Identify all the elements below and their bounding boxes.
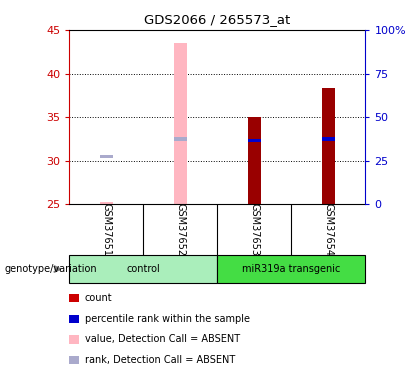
Bar — [69, 255, 218, 283]
Text: percentile rank within the sample: percentile rank within the sample — [85, 314, 250, 324]
Bar — [322, 138, 335, 141]
Bar — [218, 255, 365, 283]
Text: miR319a transgenic: miR319a transgenic — [242, 264, 341, 274]
Text: value, Detection Call = ABSENT: value, Detection Call = ABSENT — [85, 334, 240, 344]
Text: rank, Detection Call = ABSENT: rank, Detection Call = ABSENT — [85, 355, 235, 365]
Bar — [100, 202, 113, 204]
Text: GSM37651: GSM37651 — [101, 203, 111, 256]
Bar — [174, 43, 187, 204]
Text: GSM37652: GSM37652 — [175, 203, 185, 256]
Text: GSM37654: GSM37654 — [323, 203, 333, 256]
Text: control: control — [126, 264, 160, 274]
Bar — [174, 138, 186, 141]
Text: count: count — [85, 293, 113, 303]
Bar — [322, 87, 335, 204]
Bar — [100, 155, 113, 158]
Bar — [248, 117, 261, 204]
Text: genotype/variation: genotype/variation — [4, 264, 97, 274]
Bar — [248, 139, 260, 142]
Title: GDS2066 / 265573_at: GDS2066 / 265573_at — [144, 13, 291, 26]
Text: GSM37653: GSM37653 — [249, 203, 260, 256]
